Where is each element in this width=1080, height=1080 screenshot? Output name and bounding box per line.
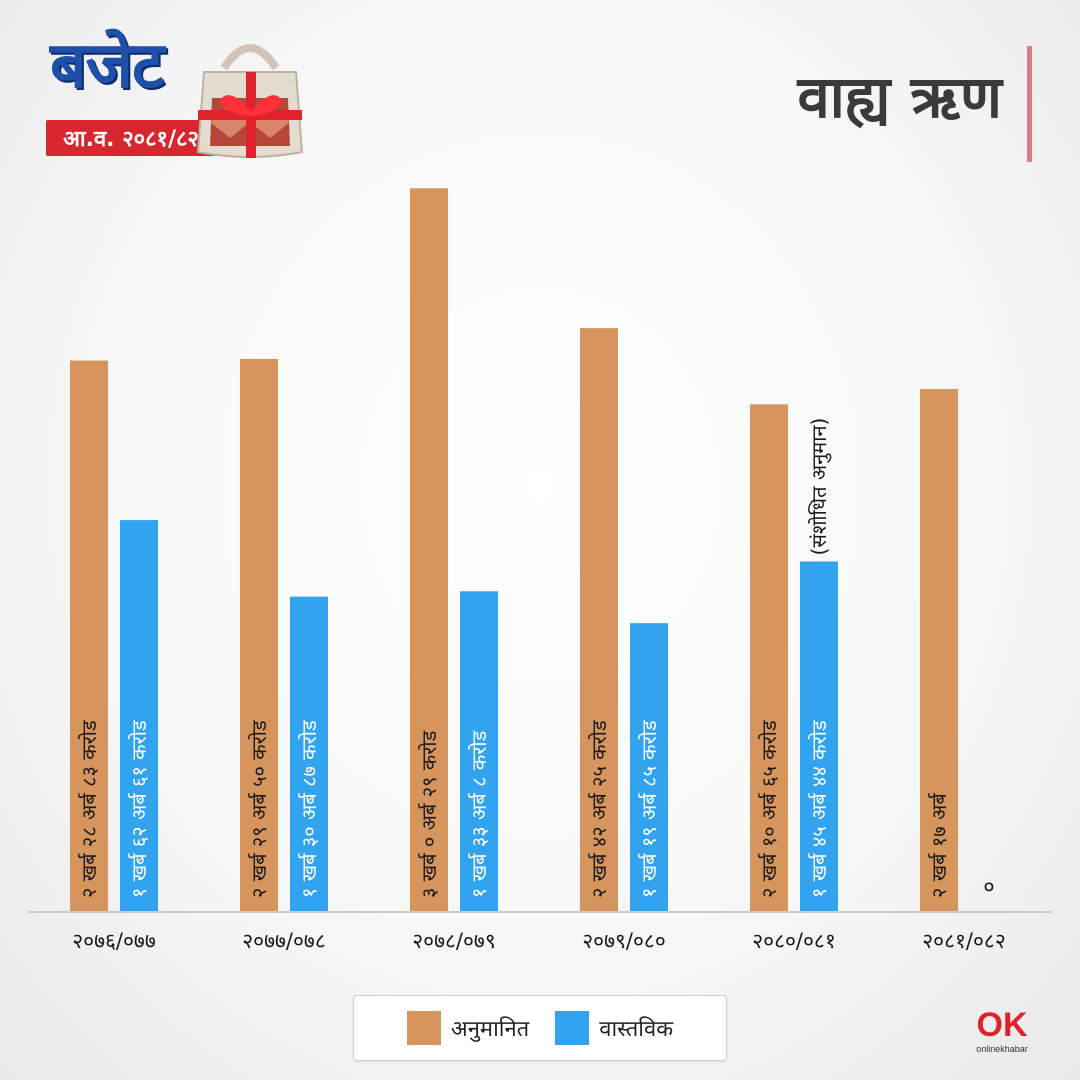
bar-actual [120,520,158,912]
bar-value-label-estimated: २ खर्ब १० अर्ब ६५ करोड [757,720,781,898]
gift-bag-icon [196,44,304,158]
svg-text:OK: OK [977,1006,1028,1044]
annotation-label: (संशोधित अनुमान) [807,418,832,556]
bar-estimated [70,360,108,912]
bar-actual [460,591,498,912]
bar-actual [290,596,328,912]
bar-value-label-actual: १ खर्ब ३० अर्ब ८७ करोड [297,720,321,898]
bar-estimated [410,188,448,913]
chart-title: वाह्य ऋण [797,63,1002,131]
legend-label-actual: वास्तविक [599,1017,674,1042]
legend-label-estimated: अनुमानित [450,1017,530,1042]
budget-logo: बजेट आ.व. २०८१/८२ [40,28,304,168]
bar-estimated [920,389,958,912]
x-tick-label: २०७९/०८० [582,929,666,953]
bar-value-label-estimated: २ खर्ब २९ अर्ब ५० करोड [247,720,271,898]
bar-value-label-estimated: २ खर्ब २८ अर्ब ८३ करोड [77,720,101,898]
x-tick-label: २०७७/०७८ [242,929,326,953]
legend-swatch-estimated [406,1011,441,1045]
legend: अनुमानित वास्तविक [353,995,727,1061]
svg-text:onlinekhabar: onlinekhabar [976,1044,1028,1054]
x-tick-label: २०७८/०७९ [412,929,496,953]
x-tick-label: २०८०/०८१ [752,929,836,953]
legend-item-estimated: अनुमानित [406,1011,530,1045]
bar-estimated [240,358,278,912]
bar-value-label-actual: १ खर्ब १९ अर्ब ८५ करोड [637,720,661,898]
logo-word: बजेट [50,29,164,103]
bar-value-label-actual: १ खर्ब ६२ अर्ब ६१ करोड [127,720,151,898]
logo-fiscal-year: आ.व. २०८१/८२ [46,120,216,156]
bar-value-label-estimated: ३ खर्ब ० अर्ब २९ करोड [417,730,441,898]
legend-swatch-actual [555,1011,590,1045]
bar-estimated [750,404,788,912]
bar-value-label-estimated: २ खर्ब १७ अर्ब [927,792,951,898]
bar-actual [800,561,838,912]
title-accent-bar [1027,46,1032,162]
x-tick-label: २०८१/०८२ [922,929,1006,953]
onlinekhabar-logo: OK onlinekhabar [976,1006,1028,1054]
x-tick-label: २०७६/०७७ [72,929,156,953]
legend-item-actual: वास्तविक [555,1011,673,1045]
bar-value-label-actual: १ खर्ब ४५ अर्ब ४४ करोड [807,720,831,898]
bar-value-label-estimated: २ खर्ब ४२ अर्ब २५ करोड [587,720,611,898]
bar-value-label-actual: १ खर्ब ३३ अर्ब ८ करोड [467,730,491,898]
bar-value-label-actual: ० [983,875,994,900]
bar-actual [630,623,668,912]
bar-estimated [580,328,618,912]
